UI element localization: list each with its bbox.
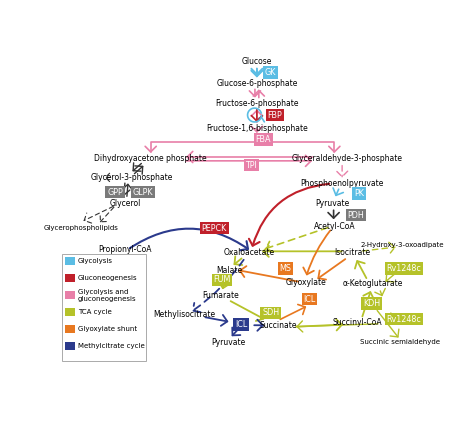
Text: Glycerophospholipids: Glycerophospholipids bbox=[44, 225, 118, 231]
Text: KDH: KDH bbox=[363, 299, 380, 308]
Text: FUM: FUM bbox=[213, 275, 231, 284]
Text: Oxaloacetate: Oxaloacetate bbox=[224, 248, 275, 257]
Text: Propionyl-CoA: Propionyl-CoA bbox=[99, 245, 152, 254]
Text: 2-Hydroxy-3-oxoadipate: 2-Hydroxy-3-oxoadipate bbox=[361, 242, 444, 248]
FancyBboxPatch shape bbox=[65, 342, 75, 350]
FancyBboxPatch shape bbox=[65, 308, 75, 316]
Text: Isocitrate: Isocitrate bbox=[334, 248, 370, 257]
Text: Succinic semialdehyde: Succinic semialdehyde bbox=[360, 339, 440, 345]
Text: Glycolysis: Glycolysis bbox=[78, 258, 113, 264]
Text: Phosphoenolpyruvate: Phosphoenolpyruvate bbox=[301, 179, 384, 188]
FancyBboxPatch shape bbox=[65, 274, 75, 282]
Text: PEPCK: PEPCK bbox=[201, 224, 227, 233]
FancyBboxPatch shape bbox=[65, 291, 75, 299]
Text: Rv1248c: Rv1248c bbox=[387, 314, 421, 324]
Text: MS: MS bbox=[280, 264, 292, 273]
Text: GPP: GPP bbox=[107, 187, 123, 196]
Text: ICL: ICL bbox=[235, 320, 247, 329]
Text: FBP: FBP bbox=[267, 110, 282, 120]
Text: Malate: Malate bbox=[217, 266, 243, 275]
Text: TCA cycle: TCA cycle bbox=[78, 309, 111, 315]
Text: Glycerol: Glycerol bbox=[109, 199, 141, 208]
Text: Glyceraldehyde-3-phosphate: Glyceraldehyde-3-phosphate bbox=[292, 154, 403, 164]
Text: Pyruvate: Pyruvate bbox=[211, 338, 246, 347]
Text: PDH: PDH bbox=[348, 210, 365, 220]
Text: GK: GK bbox=[264, 68, 276, 77]
Text: Fructose-1,6-bisphosphate: Fructose-1,6-bisphosphate bbox=[206, 124, 308, 132]
Text: Glycolysis and
gluconeogenesis: Glycolysis and gluconeogenesis bbox=[78, 289, 137, 302]
Text: Fumarate: Fumarate bbox=[202, 291, 239, 300]
FancyBboxPatch shape bbox=[65, 257, 75, 265]
Text: Gluconeogenesis: Gluconeogenesis bbox=[78, 275, 137, 281]
Text: Glyoxylate shunt: Glyoxylate shunt bbox=[78, 326, 137, 332]
Text: Dihydroxyacetone phosphate: Dihydroxyacetone phosphate bbox=[94, 154, 207, 164]
FancyBboxPatch shape bbox=[65, 325, 75, 333]
Text: Pyruvate: Pyruvate bbox=[315, 199, 349, 208]
Text: FBA: FBA bbox=[255, 135, 271, 144]
Text: Fructose-6-phosphate: Fructose-6-phosphate bbox=[215, 99, 299, 108]
Text: Glycerol-3-phosphate: Glycerol-3-phosphate bbox=[90, 173, 173, 182]
Text: Succinate: Succinate bbox=[259, 321, 297, 330]
Text: ICL: ICL bbox=[303, 294, 316, 304]
Text: Rv1248c: Rv1248c bbox=[387, 264, 421, 273]
Text: Methylisocitrate: Methylisocitrate bbox=[154, 310, 216, 319]
Text: SDH: SDH bbox=[262, 308, 279, 317]
Text: PK: PK bbox=[354, 189, 364, 198]
Text: α-Ketoglutarate: α-Ketoglutarate bbox=[343, 279, 403, 288]
Text: Methylcitrate cycle: Methylcitrate cycle bbox=[78, 343, 145, 349]
Text: Glucose-6-phosphate: Glucose-6-phosphate bbox=[216, 79, 298, 88]
Text: Glucose: Glucose bbox=[242, 58, 272, 66]
Text: GLPK: GLPK bbox=[133, 187, 153, 196]
Text: TPI: TPI bbox=[246, 161, 257, 170]
Text: Acetyl-CoA: Acetyl-CoA bbox=[314, 222, 355, 231]
Text: Succinyl-CoA: Succinyl-CoA bbox=[333, 318, 383, 327]
Text: Glyoxylate: Glyoxylate bbox=[285, 278, 326, 287]
